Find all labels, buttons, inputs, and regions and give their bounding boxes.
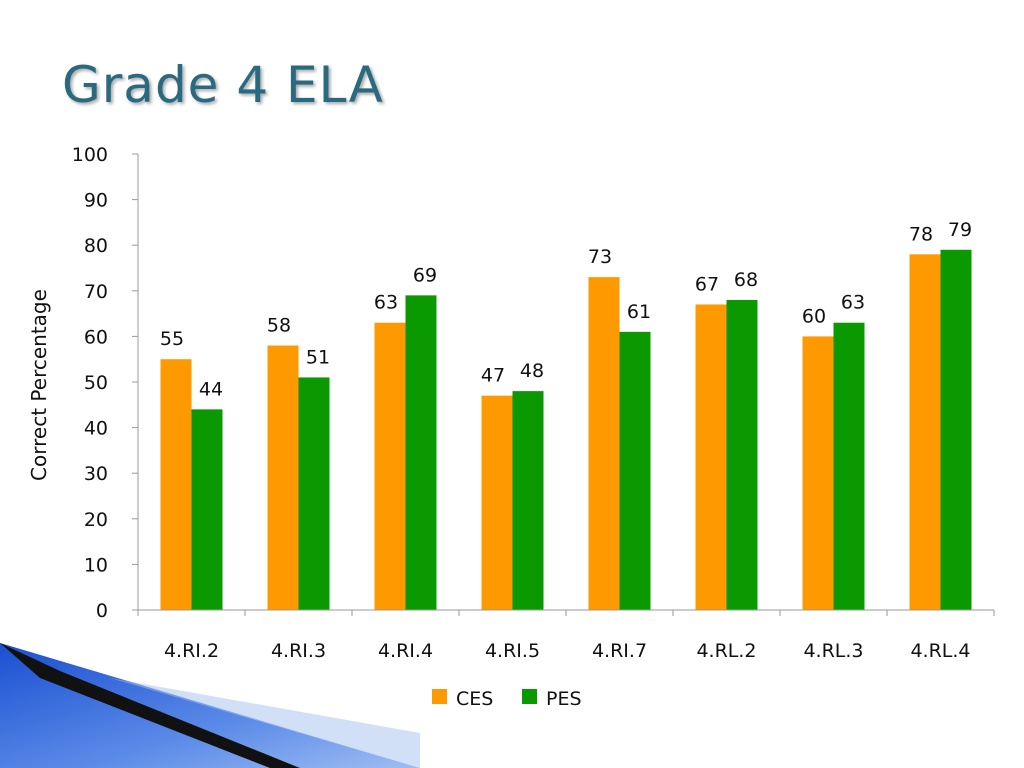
bar-pes xyxy=(512,391,544,610)
y-axis-label: Correct Percentage xyxy=(27,289,51,481)
category-label: 4.RL.2 xyxy=(696,640,756,662)
legend: CES PES xyxy=(432,688,582,710)
data-label-pes: 63 xyxy=(841,292,865,314)
y-tick-label: 80 xyxy=(84,235,108,257)
bar-ces xyxy=(481,395,513,610)
y-tick-label: 50 xyxy=(84,372,108,394)
legend-label-pes: PES xyxy=(546,688,582,710)
bar-ces xyxy=(802,336,834,610)
data-label-ces: 73 xyxy=(588,246,612,268)
y-tick-label: 70 xyxy=(84,281,108,303)
y-tick-label: 30 xyxy=(84,463,108,485)
data-label-ces: 47 xyxy=(481,365,505,387)
bar-ces xyxy=(267,345,299,610)
bar-pes xyxy=(405,295,437,610)
bar-pes xyxy=(726,299,758,610)
legend-swatch-ces xyxy=(432,689,447,704)
category-label: 4.RI.4 xyxy=(378,640,433,662)
legend-label-ces: CES xyxy=(456,688,493,710)
data-labels: 55 44 58 51 63 69 47 48 73 61 67 68 60 63 78 79 xyxy=(160,219,972,401)
data-label-ces: 58 xyxy=(267,315,291,337)
category-label: 4.RI.5 xyxy=(485,640,540,662)
category-label: 4.RL.4 xyxy=(910,640,970,662)
bar-pes xyxy=(619,331,651,610)
corner-decoration xyxy=(0,643,420,768)
data-label-pes: 61 xyxy=(627,301,651,323)
y-tick-label: 90 xyxy=(84,190,108,212)
y-tick-label: 40 xyxy=(84,418,108,440)
y-tick-label: 20 xyxy=(84,509,108,531)
bar-pes xyxy=(940,249,972,610)
bar-ces xyxy=(695,304,727,610)
category-label: 4.RI.7 xyxy=(592,640,647,662)
bar-ces xyxy=(160,359,192,610)
legend-swatch-pes xyxy=(522,689,537,704)
data-label-ces: 63 xyxy=(374,292,398,314)
bars xyxy=(160,249,972,610)
data-label-ces: 67 xyxy=(695,273,719,295)
bar-ces xyxy=(588,277,620,610)
slide-title: Grade 4 ELA xyxy=(62,56,384,114)
x-axis: 4.RI.2 4.RI.3 4.RI.4 4.RI.5 4.RI.7 4.RL.2 4.RL… xyxy=(137,609,995,662)
bar-pes xyxy=(833,322,865,610)
y-tick-label: 10 xyxy=(84,554,108,576)
bar-pes xyxy=(191,409,223,610)
data-label-ces: 78 xyxy=(909,223,933,245)
data-label-pes: 69 xyxy=(413,264,437,286)
data-label-pes: 44 xyxy=(199,378,223,400)
data-label-ces: 60 xyxy=(802,305,826,327)
category-label: 4.RI.2 xyxy=(164,640,219,662)
bar-pes xyxy=(298,377,330,610)
bar-ces xyxy=(909,254,941,610)
y-tick-label: 0 xyxy=(96,600,108,622)
data-label-pes: 48 xyxy=(520,360,544,382)
bar-ces xyxy=(374,322,406,610)
category-label: 4.RI.3 xyxy=(271,640,326,662)
data-label-pes: 79 xyxy=(948,219,972,241)
y-axis: 0 10 20 30 40 50 60 70 80 90 100 xyxy=(72,144,139,622)
y-tick-label: 60 xyxy=(84,326,108,348)
data-label-pes: 68 xyxy=(734,269,758,291)
data-label-pes: 51 xyxy=(306,346,330,368)
category-label: 4.RL.3 xyxy=(803,640,863,662)
data-label-ces: 55 xyxy=(160,328,184,350)
y-tick-label: 100 xyxy=(72,144,108,166)
